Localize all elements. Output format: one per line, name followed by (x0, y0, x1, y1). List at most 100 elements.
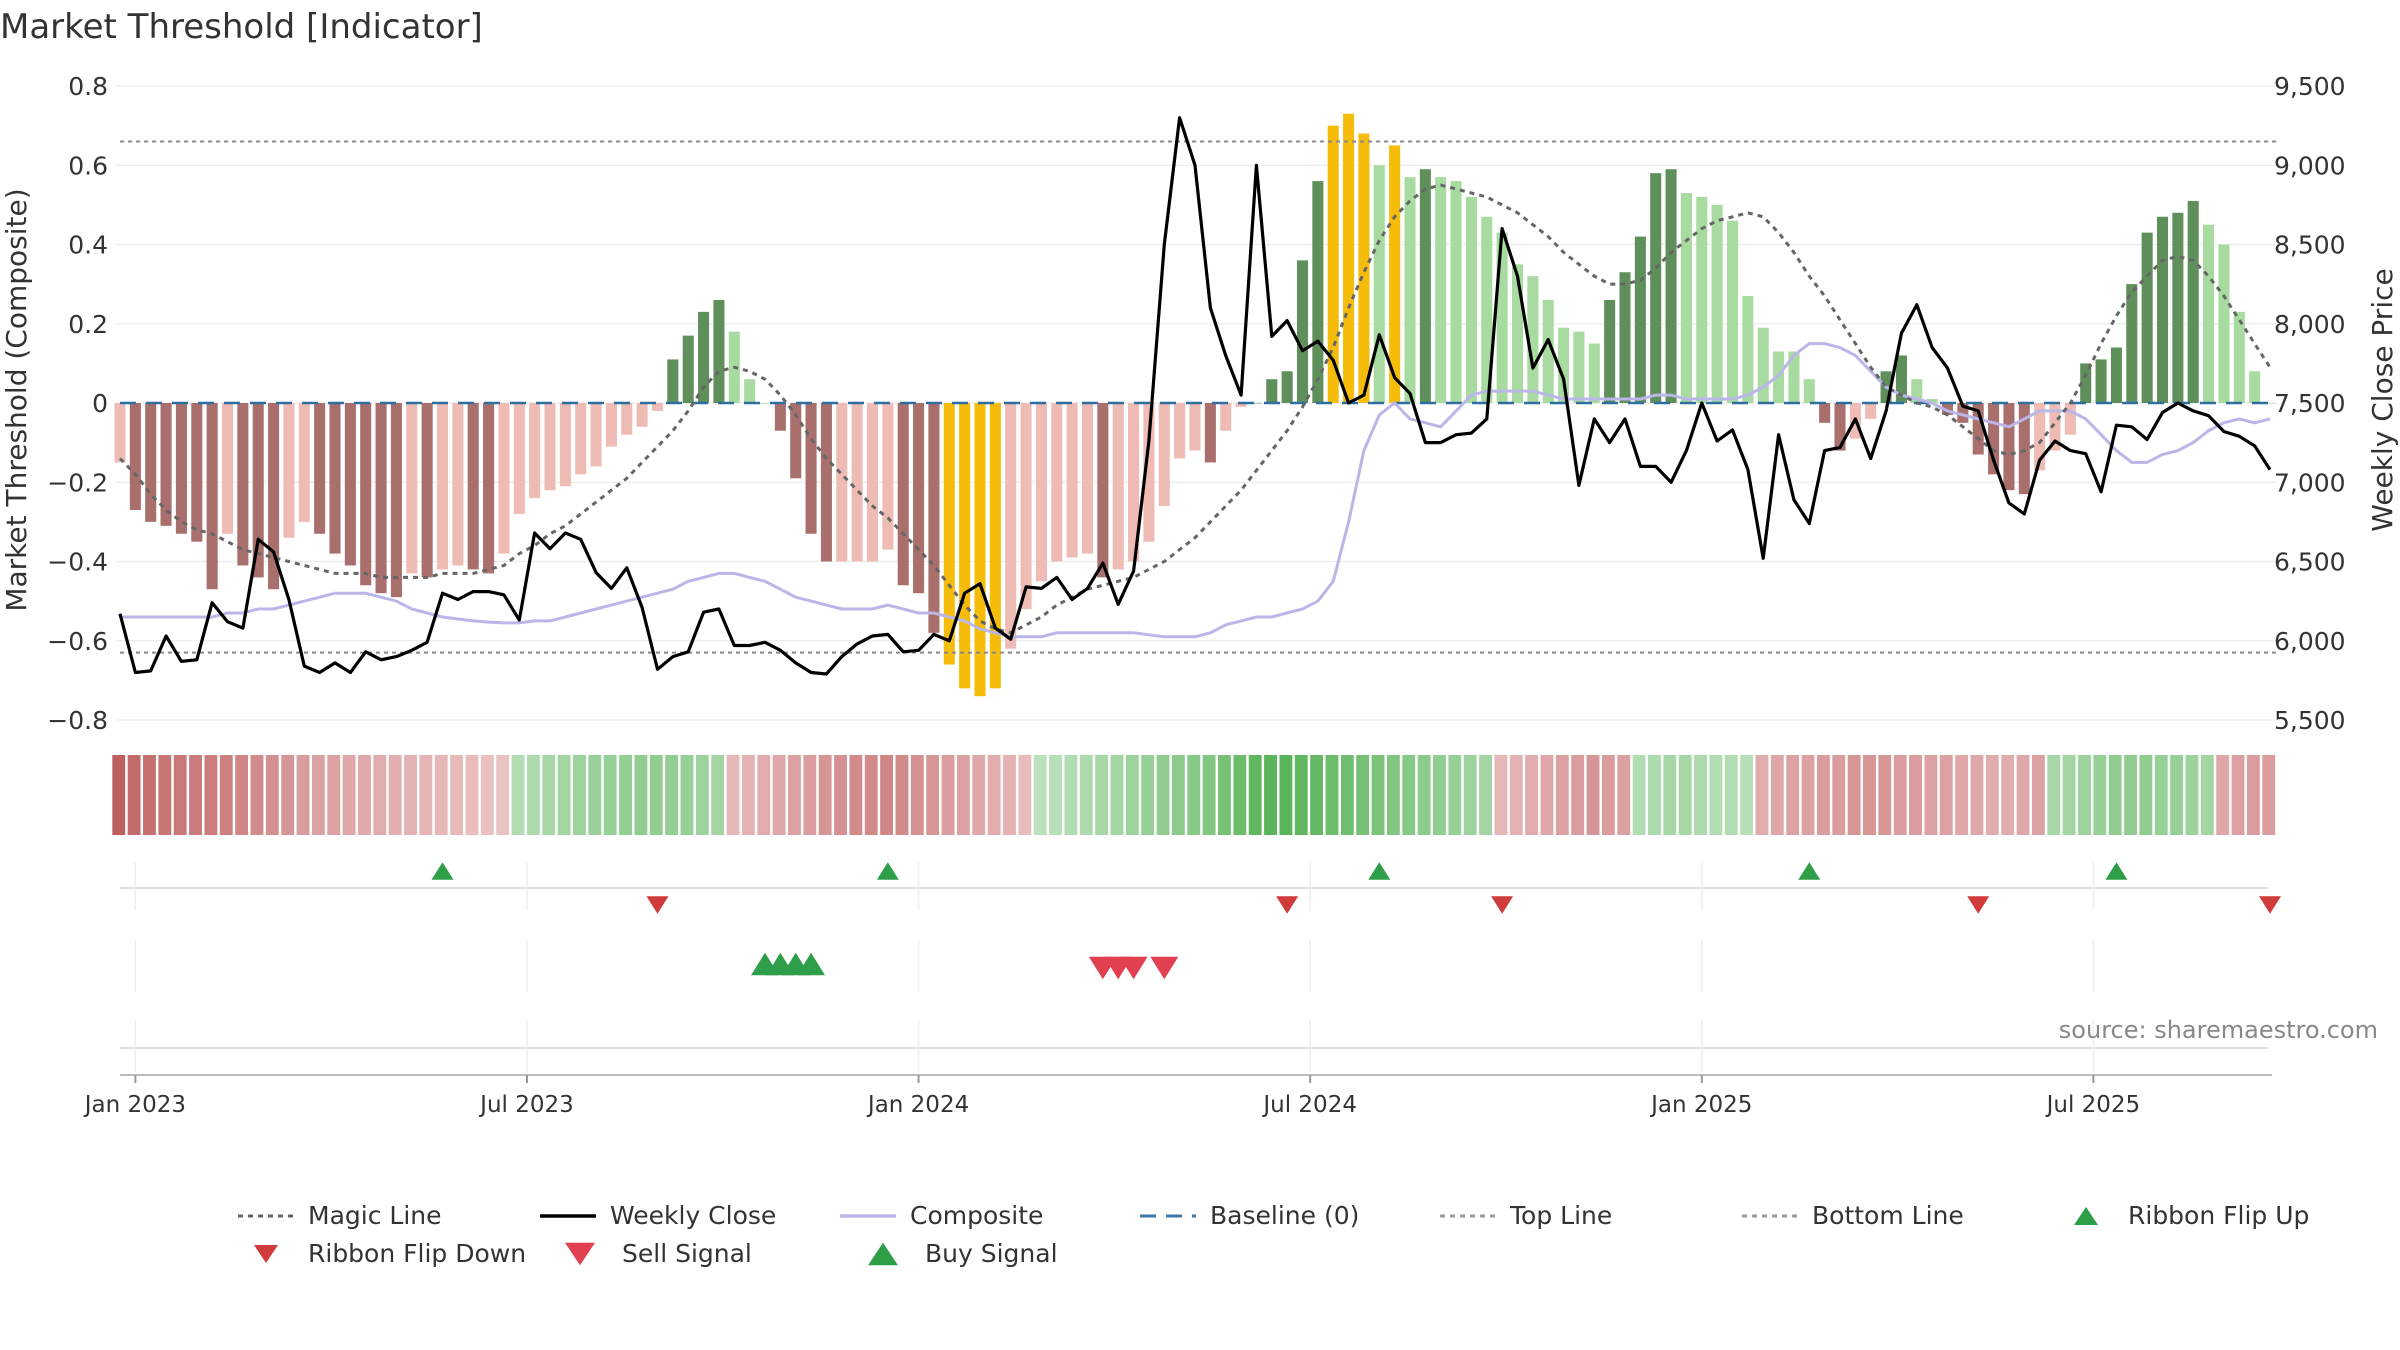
ribbon-cell (1525, 755, 1539, 835)
ribbon-cell (1463, 755, 1477, 835)
ribbon-cell (557, 755, 571, 835)
composite-bar (252, 403, 264, 578)
ribbon-cell (496, 755, 510, 835)
ribbon-cell (1156, 755, 1170, 835)
ribbon-cell (695, 755, 709, 835)
ribbon-cell (2139, 755, 2153, 835)
ribbon-cell (1064, 755, 1078, 835)
composite-bar (989, 403, 1001, 689)
ribbon-cell (465, 755, 479, 835)
ribbon-cell (573, 755, 586, 835)
composite-bar (360, 403, 372, 586)
ribbon-cell (373, 755, 387, 835)
composite-bar (544, 403, 556, 491)
right-tick-label: 7,000 (2274, 468, 2346, 497)
left-tick-label: −0.2 (47, 468, 108, 497)
composite-bar (406, 403, 418, 574)
y-axis-label-left: Market Threshold (Composite) (0, 188, 33, 611)
composite-bar (344, 403, 356, 566)
ribbon-cell (1909, 755, 1922, 835)
ribbon-cell (1648, 755, 1661, 835)
composite-bar (2172, 212, 2184, 403)
composite-bar (314, 403, 326, 534)
composite-bar (2003, 403, 2015, 491)
ribbon-cell (1816, 755, 1830, 835)
ribbon-cell (619, 755, 632, 835)
composite-bar (1588, 343, 1600, 403)
composite-bar (1988, 403, 2000, 475)
ribbon-cell (1233, 755, 1247, 835)
composite-bar (1128, 403, 1140, 562)
composite-bar (1112, 403, 1124, 570)
composite-bar (651, 403, 664, 411)
composite-bar (237, 403, 249, 566)
legend-label: Magic Line (308, 1201, 442, 1230)
ribbon-cell (1325, 755, 1339, 835)
ribbon-cell (987, 755, 1001, 835)
ribbon-cell (204, 755, 218, 835)
x-tick-label: Jul 2023 (478, 1092, 574, 1118)
composite-bar (1803, 379, 1815, 403)
composite-bar (191, 403, 203, 542)
x-axis: Jan 2023 Jul 2023 Jan 2024 Jul 2024 Jan 2025… (83, 1075, 2140, 1118)
ribbon-cell (741, 755, 755, 835)
right-tick-label: 5,500 (2274, 706, 2346, 735)
ribbon-cell (2246, 755, 2260, 835)
composite-bar (1389, 145, 1401, 403)
composite-bar (1650, 173, 1662, 403)
composite-bar (1665, 169, 1677, 403)
left-tick-label: −0.6 (47, 627, 108, 656)
composite-bar (1895, 355, 1907, 403)
ribbon-cell (1125, 755, 1139, 835)
ribbon-flip-up-marker (876, 862, 899, 880)
ribbon-cell (511, 755, 525, 835)
ribbon-cell (1924, 755, 1938, 835)
ribbon-cell (2231, 755, 2245, 835)
y-axis-label-right: Weekly Close Price (2366, 268, 2399, 531)
right-tick-label: 6,500 (2274, 548, 2346, 577)
composite-bar (774, 403, 786, 431)
x-tick-label: Jan 2025 (1649, 1092, 1752, 1118)
ribbon-cell (265, 755, 279, 835)
ribbon-cell (1417, 755, 1431, 835)
composite-bar (390, 403, 402, 598)
legend-label: Ribbon Flip Up (2128, 1201, 2309, 1230)
composite-bar (636, 403, 648, 427)
ribbon-cell (2108, 755, 2122, 835)
x-tick-label: Jan 2024 (866, 1092, 969, 1118)
composite-bar (698, 311, 710, 403)
composite-bar (529, 403, 541, 499)
ribbon-cell (880, 755, 894, 835)
ribbon-cell (711, 755, 725, 835)
composite-bar (1773, 351, 1785, 403)
composite-bar (2064, 403, 2076, 435)
composite-bar (483, 403, 495, 574)
composite-bar (2034, 403, 2046, 471)
composite-bar (1020, 403, 1032, 610)
composite-bar (2249, 371, 2261, 403)
ribbon-cell (2078, 755, 2091, 835)
ribbon-cell (1740, 755, 1754, 835)
composite-bar (575, 403, 587, 475)
ribbon-cell (1264, 755, 1277, 835)
left-tick-label: 0.4 (68, 231, 108, 260)
ribbon-cell (1018, 755, 1032, 835)
legend-swatch (254, 1245, 278, 1263)
ribbon-cell (1141, 755, 1155, 835)
ribbon-cell (1955, 755, 1969, 835)
composite-bar (1926, 399, 1938, 403)
composite-bar (1711, 204, 1723, 403)
composite-bar (1066, 403, 1078, 558)
weekly-close-line (118, 116, 2272, 676)
ribbon-cell (818, 755, 832, 835)
composite-bar (1327, 125, 1339, 403)
composite-bar (605, 403, 617, 447)
chart-title: Market Threshold [Indicator] (0, 7, 483, 47)
composite-bar (1005, 403, 1017, 649)
ribbon-cell (788, 755, 801, 835)
composite-bar (682, 335, 694, 403)
ribbon-cell (1095, 755, 1109, 835)
composite-bar (667, 359, 679, 403)
